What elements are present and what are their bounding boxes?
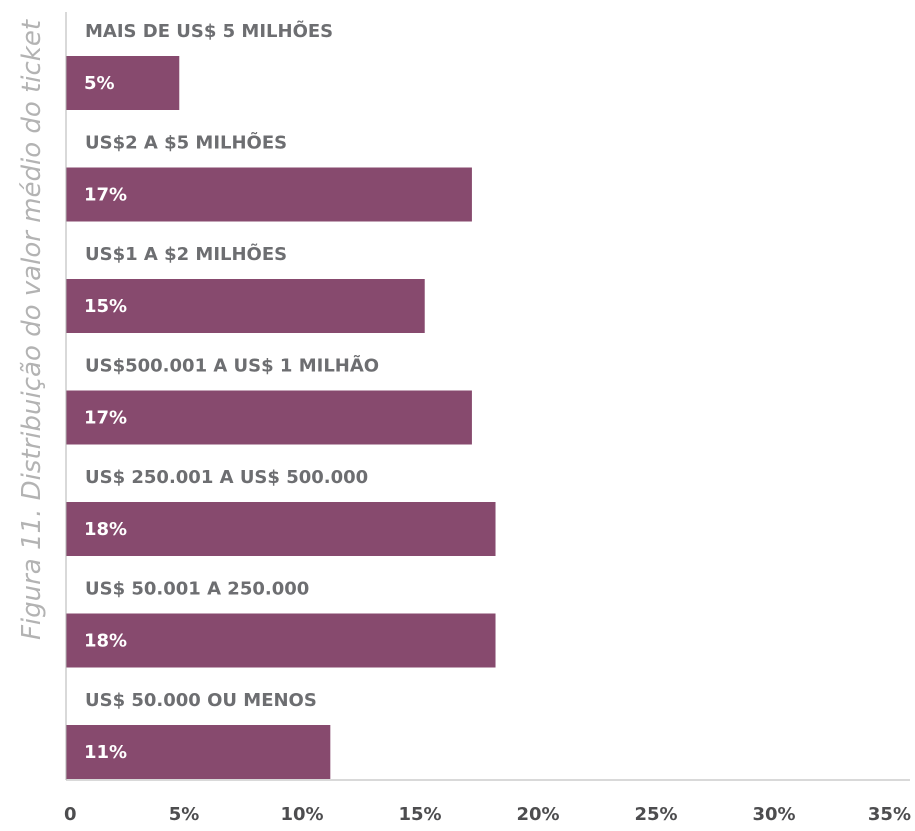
- bar-value-label: 17%: [84, 185, 127, 206]
- bar: [66, 56, 180, 110]
- category-label: MAIS DE US$ 5 MILHÕES: [85, 19, 333, 42]
- category-label: US$500.001 A US$ 1 MILHÃO: [85, 354, 379, 377]
- category-label: US$ 250.001 A US$ 500.000: [85, 467, 368, 488]
- bar: [66, 502, 496, 556]
- bar-value-label: 18%: [84, 631, 127, 652]
- bar-value-label: 15%: [84, 296, 127, 317]
- x-tick-label: 20%: [516, 804, 559, 825]
- bar: [66, 279, 425, 333]
- bar-value-label: 5%: [84, 73, 115, 94]
- x-tick-label: 10%: [280, 804, 323, 825]
- x-tick-label: 5%: [169, 804, 200, 825]
- bar: [66, 167, 472, 222]
- bar: [66, 390, 472, 445]
- bar-value-label: 18%: [84, 519, 127, 540]
- chart-title: Figura 11. Distribuição do valor médio d…: [17, 19, 47, 640]
- category-label: US$1 A $2 MILHÕES: [85, 242, 287, 265]
- category-label: US$ 50.000 OU MENOS: [85, 690, 317, 711]
- bar: [66, 613, 496, 668]
- bar: [66, 725, 331, 779]
- x-tick-label: 0: [64, 804, 77, 825]
- x-tick-label: 35%: [868, 804, 911, 825]
- category-label: US$ 50.001 A 250.000: [85, 579, 309, 600]
- x-tick-label: 25%: [634, 804, 677, 825]
- category-label: US$2 A $5 MILHÕES: [85, 131, 287, 154]
- bar-value-label: 11%: [84, 742, 127, 763]
- bar-value-label: 17%: [84, 408, 127, 429]
- x-tick-label: 15%: [398, 804, 441, 825]
- x-tick-label: 30%: [752, 804, 795, 825]
